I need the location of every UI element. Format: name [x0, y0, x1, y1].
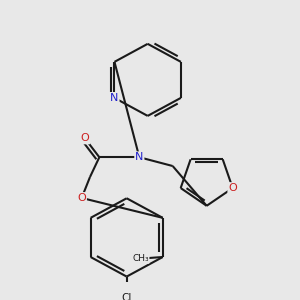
- Text: O: O: [81, 134, 89, 143]
- Text: N: N: [135, 152, 143, 162]
- Text: Cl: Cl: [122, 293, 132, 300]
- Text: O: O: [77, 193, 86, 203]
- Text: N: N: [110, 93, 119, 103]
- Text: CH₃: CH₃: [132, 254, 149, 263]
- Text: O: O: [228, 183, 237, 193]
